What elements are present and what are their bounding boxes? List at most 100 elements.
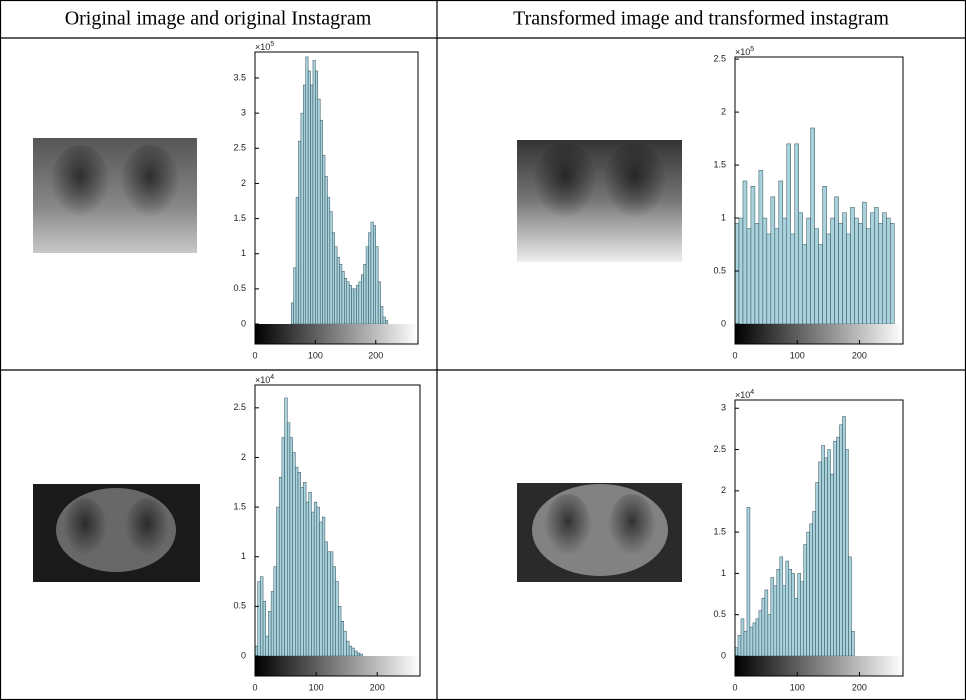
bar [296,197,298,324]
bar [306,57,308,324]
bar [819,245,823,324]
y-tick-label: 0 [721,318,726,328]
bar [308,71,310,324]
bar [325,176,327,324]
y-tick-label: 0.5 [233,283,246,293]
bar [768,615,771,656]
bar [301,487,304,656]
bar [279,477,282,656]
bar [807,218,811,324]
bar [738,635,741,656]
bar [313,60,315,324]
y-scale-label: ×105 [255,41,274,53]
y-tick-label: 0.5 [713,265,726,275]
y-tick-label: 0.5 [713,609,726,619]
bar [344,631,347,656]
bar [314,502,317,656]
bar [263,601,266,656]
bar [349,646,352,656]
y-tick-label: 3 [241,108,246,118]
bar [878,223,882,324]
bar [801,582,804,656]
bar [840,425,843,656]
bar [780,557,783,656]
bar [858,223,862,324]
bar [356,285,358,324]
x-tick-label: 200 [852,350,867,360]
colorbar [735,324,903,344]
bar [266,636,269,656]
bar [815,229,819,324]
y-tick-label: 0 [721,650,726,660]
y-scale-exponent: 5 [750,46,754,53]
y-tick-label: 1.5 [233,213,246,223]
x-tick-label: 200 [368,350,383,360]
bar [277,507,280,656]
bar [882,213,886,324]
bar [789,569,792,656]
bar [338,606,341,656]
x-tick-label: 100 [309,682,324,692]
bar [322,517,325,656]
bar [342,271,344,324]
y-tick-label: 1 [721,568,726,578]
y-tick-label: 2.5 [233,143,246,153]
bar [854,218,858,324]
y-tick-label: 3 [721,403,726,413]
bar [765,590,768,656]
bar [347,282,349,324]
bar [851,631,854,656]
bar [354,651,357,656]
y-scale-exponent: 4 [270,374,274,381]
bar [311,512,314,656]
bar [309,492,312,656]
x-tick-label: 200 [852,682,867,692]
bar [816,483,819,656]
bar [771,197,775,324]
bar [741,619,744,656]
bar [306,502,309,656]
bar [779,181,783,324]
bar [340,264,342,324]
bar [825,458,828,656]
y-tick-label: 2.5 [713,444,726,454]
bar [774,586,777,656]
bar [295,467,298,656]
bar [890,223,894,324]
bar [747,229,751,324]
bar [787,144,791,324]
bar [282,438,285,656]
bar [777,569,780,656]
bar [320,120,322,324]
y-tick-label: 1 [241,248,246,258]
bar [810,524,813,656]
bar [301,113,303,324]
bar [371,222,373,324]
bar [870,213,874,324]
bar [828,450,831,656]
y-scale-label: ×104 [255,374,274,386]
bar [320,522,323,656]
bar [798,573,801,656]
bar [866,229,870,324]
bar [330,552,333,656]
x-tick-label: 100 [790,682,805,692]
bar [750,627,753,656]
bar [862,202,866,324]
y-scale-label: ×105 [735,46,754,58]
bar [378,282,380,324]
bar [311,85,313,324]
bar [323,155,325,324]
bar [352,289,354,324]
bar [751,186,755,324]
x-tick-label: 0 [252,682,257,692]
bar [291,303,293,324]
bar [271,591,274,656]
bar [835,197,839,324]
bar [739,218,743,324]
column-header: Original image and original Instagram [65,8,372,30]
bar [803,245,807,324]
bar [335,247,337,324]
bar [327,197,329,324]
bar [792,573,795,656]
